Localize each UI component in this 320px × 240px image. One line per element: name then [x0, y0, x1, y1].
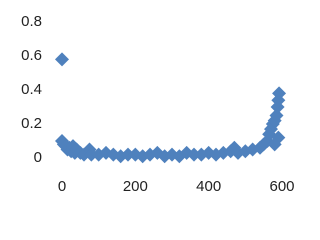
x-tick-label: 600	[269, 178, 294, 195]
y-tick-label: 0.4	[21, 81, 42, 98]
point	[55, 52, 69, 67]
point	[267, 137, 282, 152]
x-tick-label: 200	[123, 178, 148, 195]
chart: 0 0.2 0.4 0.6 0.8 0 200 400 600	[21, 13, 294, 195]
point	[121, 147, 135, 162]
y-tick-label: 0.2	[21, 115, 42, 132]
y-tick-label: 0.8	[21, 13, 42, 30]
point	[269, 108, 284, 123]
y-tick-label: 0	[34, 149, 42, 166]
x-tick-label: 0	[58, 178, 66, 195]
x-tick-label: 400	[196, 178, 221, 195]
point	[272, 86, 287, 101]
point	[187, 147, 201, 162]
y-tick-label: 0.6	[21, 47, 42, 64]
point	[84, 147, 99, 162]
